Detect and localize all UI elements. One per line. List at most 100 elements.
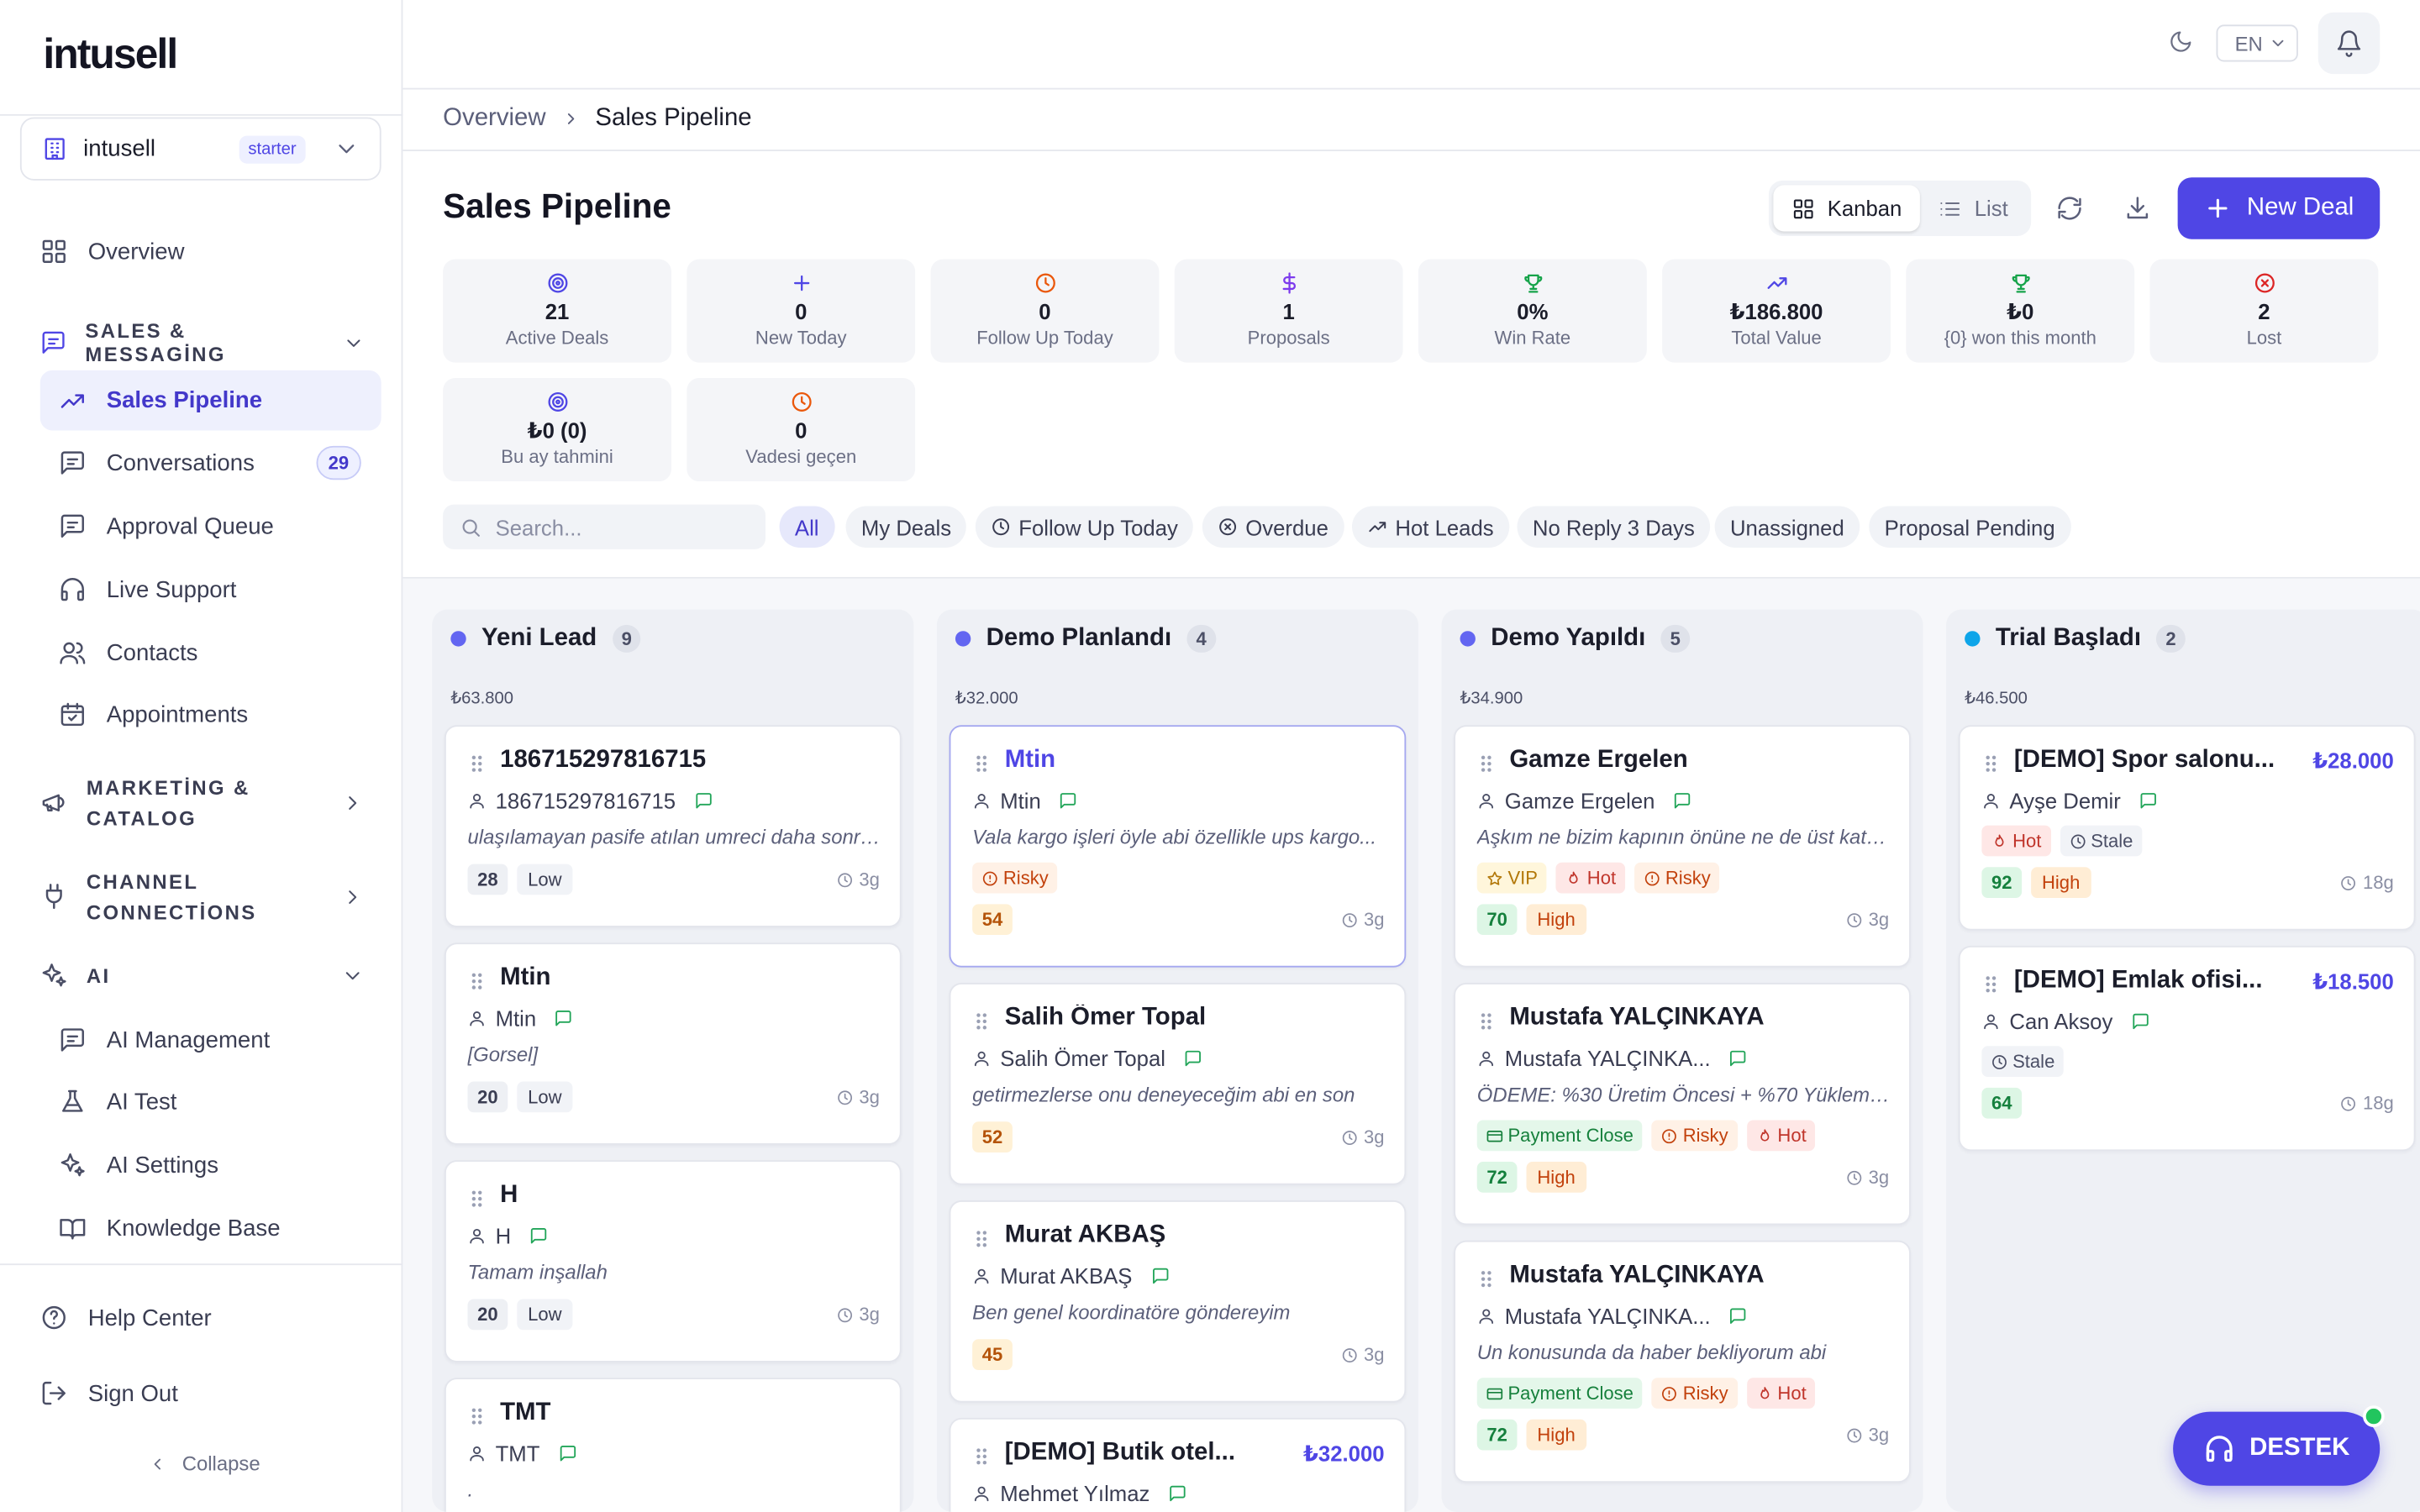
deal-title[interactable]: Salih Ömer Topal — [1004, 1004, 1207, 1031]
drag-handle-icon[interactable] — [471, 754, 483, 773]
stat-value: 1 — [1282, 299, 1295, 324]
nav-knowledge-base[interactable]: Knowledge Base — [40, 1200, 381, 1256]
theme-toggle[interactable] — [2169, 29, 2193, 54]
filter-chip-no-reply-3-days[interactable]: No Reply 3 Days — [1517, 506, 1711, 549]
new-deal-button[interactable]: New Deal — [2177, 177, 2381, 239]
moon-icon — [2170, 31, 2191, 52]
message-icon — [2133, 1013, 2149, 1030]
nav-live-support[interactable]: Live Support — [40, 562, 381, 617]
drag-handle-icon[interactable] — [471, 972, 483, 990]
deal-meta: 92 High — [1981, 867, 2091, 898]
drag-handle-icon[interactable] — [976, 1012, 988, 1031]
deal-card[interactable]: Mustafa YALÇINKAYA Mustafa YALÇINKA... ÖDE… — [1454, 982, 1911, 1226]
drag-handle-icon[interactable] — [1985, 754, 1997, 773]
deal-title[interactable]: 186715297816715 — [500, 746, 707, 774]
last-message: Aşkım ne bizim kapının önüne ne de üst k… — [1476, 825, 1891, 849]
deal-card[interactable]: [DEMO] Spor salonu... ₺28.000 Ayşe Demir Ho… — [1958, 725, 2416, 931]
filter-chip-follow-up-today[interactable]: Follow Up Today — [975, 506, 1194, 549]
deal-card[interactable]: Salih Ömer Topal Salih Ömer Topal getirmez… — [949, 982, 1407, 1185]
nav-approval-queue[interactable]: Approval Queue — [40, 498, 381, 554]
deal-title[interactable]: H — [500, 1181, 518, 1209]
filter-chip-hot-leads[interactable]: Hot Leads — [1351, 506, 1510, 549]
deal-card[interactable]: Mtin Mtin Vala kargo işleri öyle abi özell… — [949, 725, 1407, 968]
view-list-button[interactable]: List — [1920, 185, 2026, 231]
deal-title[interactable]: Mustafa YALÇINKAYA — [1509, 1262, 1765, 1289]
org-switcher[interactable]: intusell starter — [19, 117, 381, 181]
filter-chip-overdue[interactable]: Overdue — [1202, 506, 1344, 549]
drag-handle-icon[interactable] — [1480, 1270, 1492, 1289]
refresh-button[interactable] — [2049, 188, 2090, 228]
filter-chip-all[interactable]: All — [779, 506, 834, 549]
drag-handle-icon[interactable] — [1480, 754, 1492, 773]
nav-conversations[interactable]: Conversations 29 — [40, 435, 381, 491]
notifications-button[interactable] — [2317, 12, 2381, 75]
deal-card[interactable]: Gamze Ergelen Gamze Ergelen Aşkım ne bizim… — [1454, 725, 1911, 968]
filter-chip-proposal-pending[interactable]: Proposal Pending — [1869, 506, 2071, 549]
deal-title[interactable]: Gamze Ergelen — [1509, 746, 1688, 774]
language-select[interactable]: EN — [2216, 24, 2298, 62]
deal-title[interactable]: TMT — [500, 1399, 551, 1426]
section-marketing-catalog[interactable]: MARKETİNG & CATALOG — [40, 773, 365, 834]
nav-label: Approval Queue — [106, 512, 274, 539]
lead-score: 72 — [1476, 1419, 1518, 1451]
tag-payment-close: Payment Close — [1476, 1378, 1643, 1409]
nav-overview[interactable]: Overview — [40, 223, 381, 279]
nav-help-center[interactable]: Help Center — [40, 1290, 381, 1346]
nav-ai-settings[interactable]: AI Settings — [40, 1137, 381, 1193]
breadcrumb-current: Sales Pipeline — [595, 104, 752, 132]
user-icon — [470, 1228, 484, 1244]
nav-sales-pipeline[interactable]: Sales Pipeline — [39, 370, 381, 431]
nav-contacts[interactable]: Contacts — [40, 625, 381, 680]
drag-handle-icon[interactable] — [1480, 1012, 1492, 1031]
filter-chip-unassigned[interactable]: Unassigned — [1714, 506, 1860, 549]
deal-card[interactable]: Mtin Mtin [Gorsel] 20 Low 3g — [444, 942, 902, 1145]
search-box[interactable] — [443, 504, 766, 549]
grid-icon — [42, 239, 66, 264]
deal-card[interactable]: [DEMO] Butik otel... ₺32.000 Mehmet Yılmaz — [949, 1417, 1407, 1512]
drag-handle-icon[interactable] — [976, 1447, 988, 1466]
drag-handle-icon[interactable] — [1985, 975, 1997, 994]
drag-handle-icon[interactable] — [976, 754, 988, 773]
collapse-button[interactable]: Collapse — [148, 1452, 260, 1475]
filter-chip-my-deals[interactable]: My Deals — [845, 506, 967, 549]
section-channel-connections[interactable]: CHANNEL CONNECTİONS — [40, 867, 365, 928]
support-button[interactable]: DESTEK — [2173, 1405, 2385, 1486]
chevron-left-icon — [154, 1457, 161, 1469]
drag-handle-icon[interactable] — [976, 1230, 988, 1248]
nav-appointments[interactable]: Appointments — [40, 686, 381, 742]
deal-card[interactable]: Murat AKBAŞ Murat AKBAŞ Ben genel koordina… — [949, 1200, 1407, 1403]
deal-title[interactable]: [DEMO] Butik otel... — [1004, 1439, 1235, 1466]
nav-sign-out[interactable]: Sign Out — [40, 1366, 381, 1421]
section-sales-messaging[interactable]: SALES & MESSAGİNG — [40, 319, 365, 365]
deal-card[interactable]: H H Tamam inşallah 20 Low 3g — [444, 1160, 902, 1362]
search-input[interactable] — [495, 514, 743, 539]
deal-title[interactable]: Mtin — [500, 963, 551, 991]
nav-ai-management[interactable]: AI Management — [40, 1012, 381, 1068]
section-label: CONNECTİONS — [86, 900, 257, 925]
user-icon — [974, 1486, 989, 1502]
drag-handle-icon[interactable] — [471, 1189, 483, 1208]
tag-label: Payment Close — [1507, 1124, 1634, 1147]
clock-icon — [2341, 1095, 2355, 1110]
view-kanban-button[interactable]: Kanban — [1773, 185, 1921, 232]
app-logo[interactable]: intusell — [43, 30, 178, 77]
plug-icon — [45, 884, 62, 910]
alert-circle-icon — [1662, 1128, 1677, 1143]
deal-title[interactable]: Mtin — [1004, 746, 1056, 774]
deal-card[interactable]: Mustafa YALÇINKAYA Mustafa YALÇINKA... Un … — [1454, 1240, 1911, 1483]
export-button[interactable] — [2118, 188, 2158, 228]
deal-title[interactable]: Murat AKBAŞ — [1004, 1221, 1166, 1248]
nav-ai-test[interactable]: AI Test — [40, 1074, 381, 1129]
nav-label: Live Support — [106, 576, 237, 603]
deal-title[interactable]: [DEMO] Emlak ofisi... — [2013, 967, 2263, 994]
deal-title[interactable]: [DEMO] Spor salonu... — [2013, 746, 2275, 774]
deal-meta: 20 Low — [467, 1081, 573, 1113]
chevron-down-icon — [346, 339, 360, 347]
breadcrumb-parent[interactable]: Overview — [443, 104, 546, 132]
deal-card[interactable]: 186715297816715 186715297816715 ulaşılamay… — [444, 725, 902, 927]
deal-title[interactable]: Mustafa YALÇINKAYA — [1509, 1004, 1765, 1031]
drag-handle-icon[interactable] — [471, 1407, 483, 1425]
deal-card[interactable]: [DEMO] Emlak ofisi... ₺18.500 Can Aksoy Sta… — [1958, 945, 2416, 1152]
section-ai[interactable]: AI — [40, 961, 365, 989]
